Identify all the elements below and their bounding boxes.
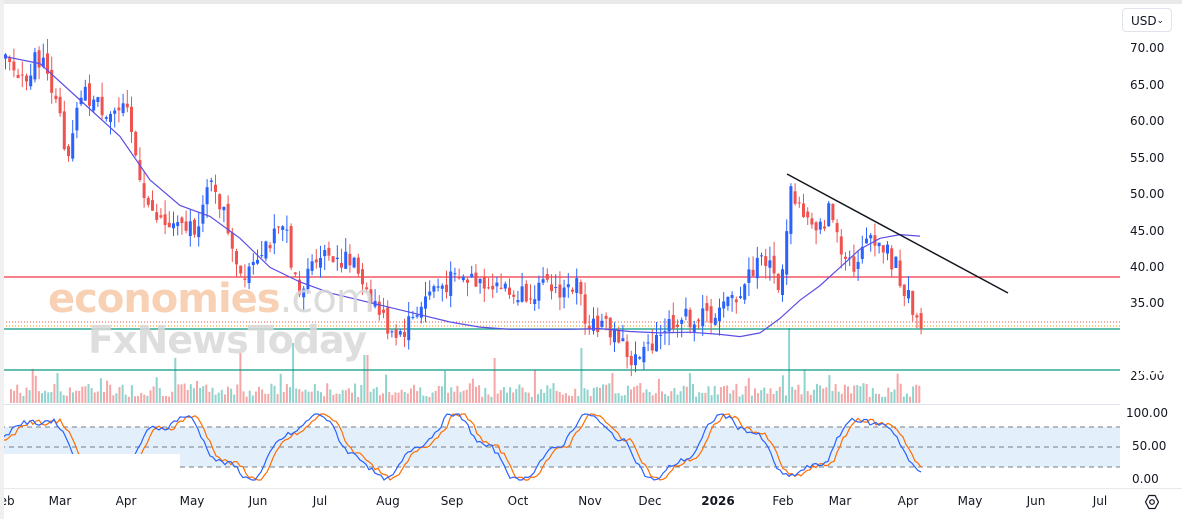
left-edge bbox=[0, 0, 4, 519]
price-axis-label: 45.00 bbox=[1130, 224, 1165, 238]
price-axis-label: 40.00 bbox=[1130, 260, 1165, 274]
settings-gear-icon[interactable] bbox=[1144, 494, 1160, 510]
price-axis-label: 50.00 bbox=[1130, 187, 1165, 201]
time-axis-label: Apr bbox=[897, 494, 919, 508]
price-tag-support-1: 31.70 bbox=[1127, 333, 1165, 347]
time-axis-label: Mar bbox=[828, 494, 852, 508]
price-tag-resistance: 38.80 bbox=[1127, 270, 1165, 284]
oscillator-axis-label: 100.00 bbox=[1126, 406, 1168, 420]
price-tag-support-2: 26.08 bbox=[1127, 364, 1165, 378]
watermark-text-com: .com bbox=[279, 276, 375, 322]
top-border bbox=[0, 0, 1182, 4]
watermark-text: economies bbox=[48, 276, 281, 322]
time-axis-label: Nov bbox=[578, 494, 602, 508]
time-axis-label: Jul bbox=[312, 494, 328, 508]
price-axis-label: 65.00 bbox=[1130, 78, 1165, 92]
price-axis-label: 25.00 bbox=[1130, 369, 1165, 383]
watermark-fxnewstoday: FxNewsToday bbox=[88, 318, 367, 362]
time-axis-label: Jul bbox=[1092, 494, 1108, 508]
time-axis-label: Feb bbox=[772, 494, 794, 508]
time-axis-separator bbox=[0, 488, 1182, 489]
time-axis-label: May bbox=[179, 494, 205, 508]
time-axis-label: Apr bbox=[115, 494, 137, 508]
price-axis-label: 60.00 bbox=[1130, 114, 1165, 128]
time-axis-label: Jun bbox=[248, 494, 268, 508]
time-axis-label: May bbox=[957, 494, 983, 508]
time-axis-label: Aug bbox=[376, 494, 400, 508]
time-axis-label: Mar bbox=[48, 494, 72, 508]
time-axis-label: Dec bbox=[638, 494, 662, 508]
time-axis-label: 2026 bbox=[701, 494, 735, 508]
time-axis-label: Jun bbox=[1026, 494, 1046, 508]
currency-value: USD bbox=[1131, 14, 1157, 28]
time-axis-label: Sep bbox=[440, 494, 464, 508]
price-tag-last-price: 32.56 bbox=[1127, 315, 1165, 329]
time-axis-label: Oct bbox=[507, 494, 529, 508]
pane-separator[interactable] bbox=[0, 404, 1120, 405]
currency-selector[interactable]: USD ⌄ bbox=[1122, 8, 1172, 32]
occluding-panel bbox=[0, 454, 180, 486]
chevron-down-icon: ⌄ bbox=[1156, 16, 1164, 26]
price-axis-label: 55.00 bbox=[1130, 151, 1165, 165]
price-axis-label: 70.00 bbox=[1130, 41, 1165, 55]
price-axis-label: 35.00 bbox=[1130, 296, 1165, 310]
oscillator-axis-label: 0.00 bbox=[1132, 472, 1159, 486]
watermark-economies: economies.com bbox=[48, 276, 375, 322]
oscillator-axis-label: 50.00 bbox=[1132, 439, 1167, 453]
